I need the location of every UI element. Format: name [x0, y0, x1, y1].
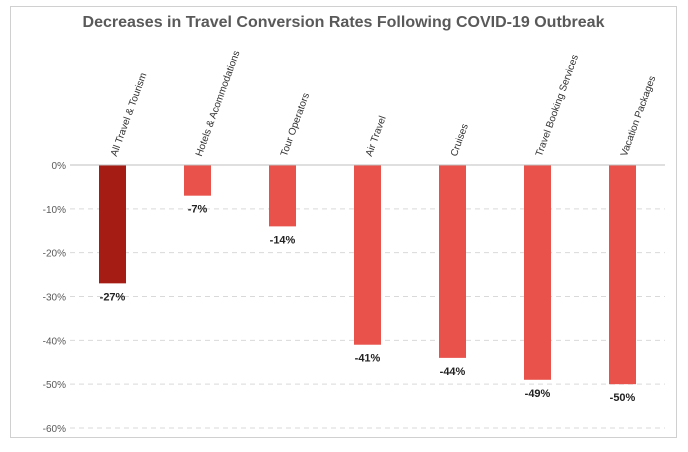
y-tick-label: -50% — [43, 380, 66, 391]
y-tick-label: -60% — [43, 424, 66, 435]
category-label: Hotels & Acommodations — [194, 49, 243, 158]
data-label: -14% — [270, 234, 296, 246]
category-label: Cruises — [449, 122, 471, 158]
category-label: Tour Operators — [279, 92, 312, 158]
y-tick-label: -30% — [43, 293, 66, 304]
bar — [184, 165, 211, 196]
bar — [269, 165, 296, 227]
y-tick-label: 0% — [52, 161, 67, 172]
data-label: -49% — [525, 388, 551, 400]
bar — [609, 165, 636, 385]
data-label: -7% — [188, 204, 208, 216]
chart-title: Decreases in Travel Conversion Rates Fol… — [82, 14, 605, 31]
category-label: Travel Booking Services — [534, 53, 581, 158]
bar — [524, 165, 551, 380]
y-tick-label: -40% — [43, 336, 66, 347]
data-label: -50% — [610, 392, 636, 404]
bar — [99, 165, 126, 284]
data-label: -41% — [355, 353, 381, 365]
y-tick-label: -20% — [43, 249, 66, 260]
y-tick-label: -10% — [43, 205, 66, 216]
data-label: -44% — [440, 366, 466, 378]
bar — [439, 165, 466, 358]
data-label: -27% — [100, 291, 126, 303]
category-label: Air Travel — [364, 115, 389, 158]
bar — [354, 165, 381, 345]
category-label: Vacation Packages — [619, 75, 658, 159]
category-label: All Travel & Tourism — [109, 71, 149, 158]
